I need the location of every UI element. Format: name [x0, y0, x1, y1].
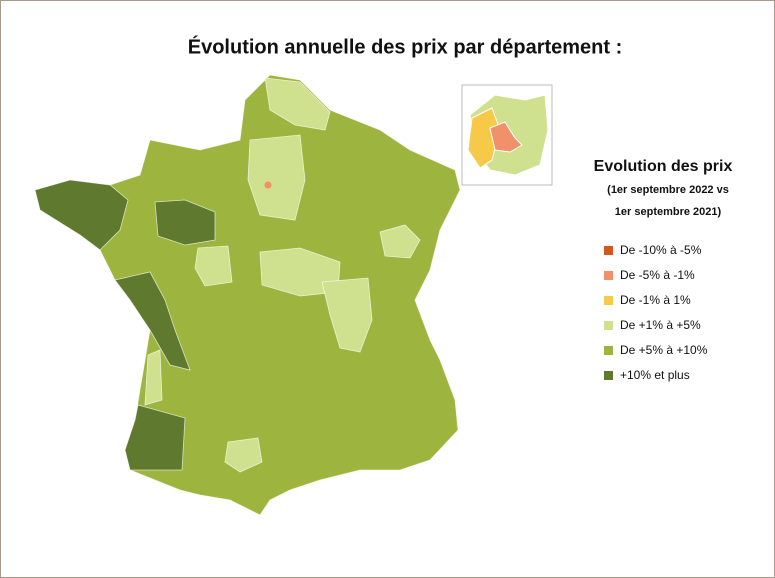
legend-label: De -10% à -5%	[620, 243, 702, 257]
legend-swatch	[604, 321, 613, 330]
region-light	[321, 277, 373, 353]
legend-label: +10% et plus	[620, 368, 690, 382]
legend-label: De -5% à -1%	[620, 268, 695, 282]
region-light	[379, 224, 421, 259]
region-light	[144, 349, 163, 406]
legend-swatch	[604, 296, 613, 305]
legend-subtitle: 1er septembre 2021)	[615, 206, 722, 218]
region-dark	[34, 179, 129, 251]
legend: De -10% à -5% De -5% à -1% De -1% à 1% De +…	[604, 243, 708, 382]
inset-paris	[489, 121, 523, 153]
region-light	[194, 245, 233, 287]
legend-subtitle: (1er septembre 2022 vs	[607, 184, 729, 196]
region-dark	[154, 199, 216, 246]
legend-label: De +1% à +5%	[620, 318, 701, 332]
legend-title: Evolution des prix	[594, 158, 733, 175]
map	[34, 74, 461, 516]
title: Évolution annuelle des prix par départem…	[188, 35, 623, 58]
legend-swatch	[604, 346, 613, 355]
legend-swatch	[604, 246, 613, 255]
legend-label: De -1% à 1%	[620, 293, 691, 307]
inset	[461, 84, 553, 186]
paris	[264, 181, 272, 189]
region-light	[247, 134, 306, 221]
region-dark	[114, 271, 191, 371]
legend-swatch	[604, 271, 613, 280]
legend-label: De +5% à +10%	[620, 343, 708, 357]
legend-swatch	[604, 371, 613, 380]
region-dark	[124, 404, 186, 471]
inset-west	[467, 107, 501, 169]
region-light	[224, 437, 263, 473]
region-light	[264, 77, 331, 131]
